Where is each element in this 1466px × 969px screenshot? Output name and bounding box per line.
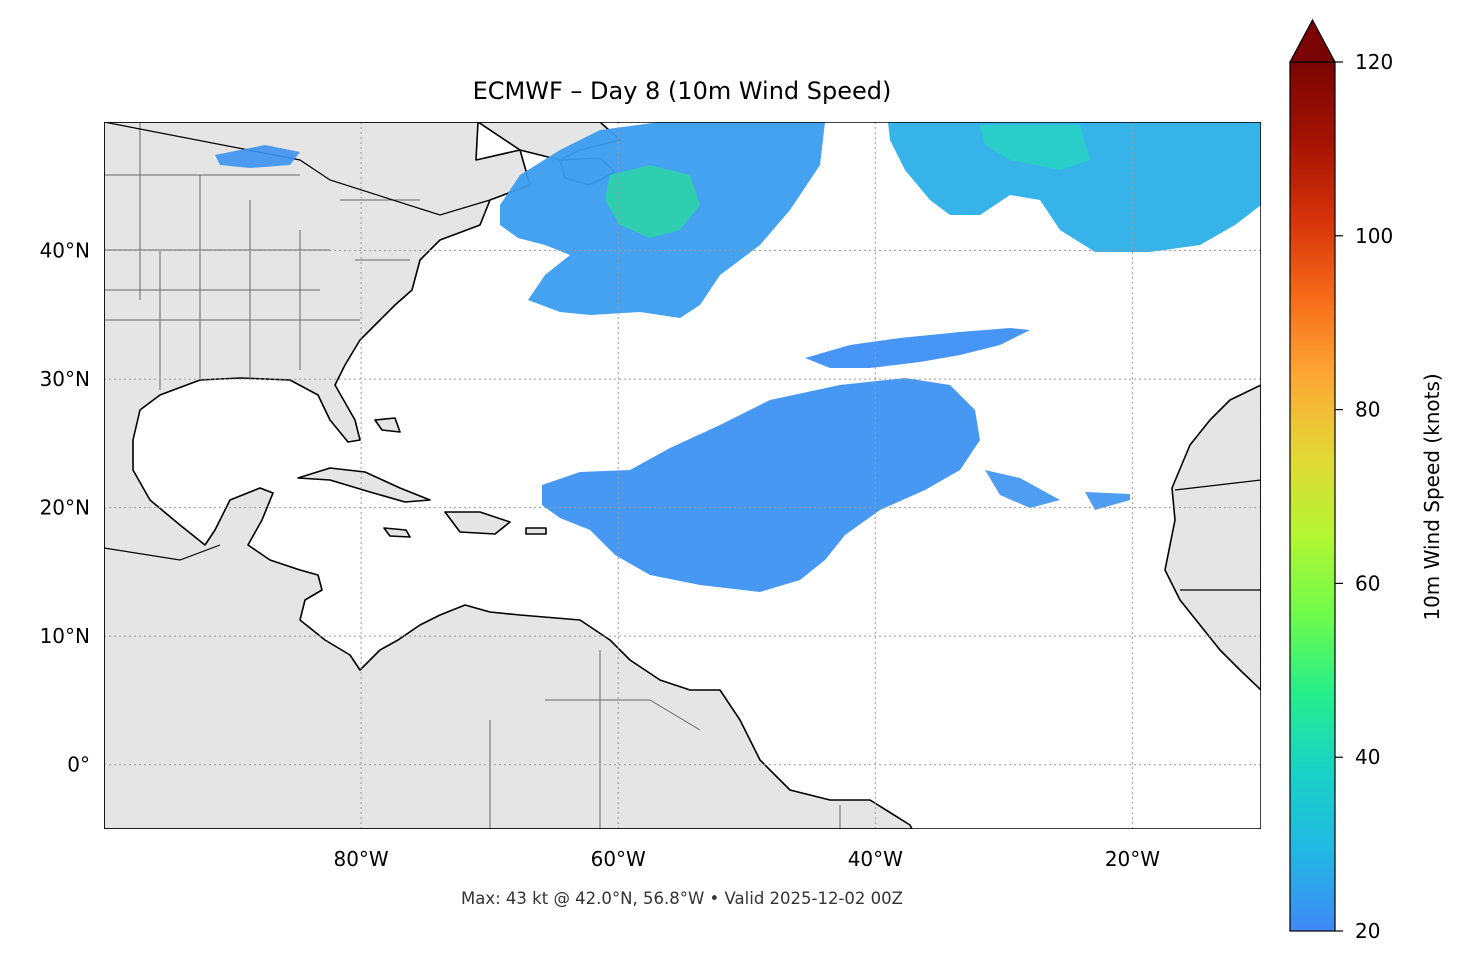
wind-region-nw-atlantic-core: [605, 165, 700, 238]
lon-tick-label: 20°W: [1105, 847, 1160, 871]
land-layer: [104, 122, 1261, 829]
wind-region-subtropical-band: [805, 328, 1030, 368]
lat-tick-label: 40°N: [40, 239, 90, 263]
hispaniola-land: [444, 511, 511, 535]
country-borders: [104, 122, 1261, 591]
africa-land: [1164, 384, 1261, 691]
footer-caption: Max: 43 kt @ 42.0°N, 56.8°W • Valid 2025…: [461, 889, 903, 908]
lat-tick-label: 10°N: [40, 624, 90, 648]
colorbar-ticks: 20 40 60 80 100 120: [1335, 50, 1393, 943]
colorbar-tick-label: 80: [1355, 398, 1380, 422]
colorbar-tick-label: 20: [1355, 919, 1380, 943]
wind-region-trade-belt: [542, 378, 980, 592]
lat-tick-label: 30°N: [40, 367, 90, 391]
longitude-tick-labels: 80°W 60°W 40°W 20°W: [333, 847, 1160, 871]
lon-tick-label: 40°W: [848, 847, 903, 871]
map-title: ECMWF – Day 8 (10m Wind Speed): [473, 77, 892, 105]
wind-field-layer: [215, 122, 1261, 592]
colorbar: 20 40 60 80 100 120 10m Wind Speed (knots): [1288, 18, 1444, 943]
state-borders: [104, 122, 841, 829]
wind-region-trade-belt-fragment: [1085, 492, 1130, 510]
colorbar-body: [1289, 61, 1336, 932]
bahamas-land: [374, 417, 401, 433]
latitude-tick-labels: 40°N 30°N 20°N 10°N 0°: [40, 239, 90, 777]
cuba-land: [297, 467, 431, 503]
colorbar-tick-label: 120: [1355, 50, 1393, 74]
map-panel: [104, 122, 1261, 829]
colorbar-tick-label: 60: [1355, 571, 1380, 595]
wind-region-north-central: [888, 122, 1261, 252]
north-america-land: [104, 122, 913, 829]
colorbar-tick-label: 40: [1355, 745, 1380, 769]
lat-tick-label: 0°: [67, 753, 90, 777]
wind-region-gulf-of-st-lawrence: [215, 145, 300, 168]
colorbar-tick-label: 100: [1355, 224, 1393, 248]
colorbar-extend-max-triangle: [1288, 18, 1337, 63]
wind-region-trade-belt-east: [985, 470, 1060, 508]
jamaica-land: [383, 527, 411, 538]
wind-region-north-central-core: [980, 125, 1090, 170]
colorbar-label: 10m Wind Speed (knots): [1420, 373, 1444, 620]
lon-tick-label: 80°W: [333, 847, 388, 871]
lat-tick-label: 20°N: [40, 496, 90, 520]
puerto-rico-land: [525, 527, 547, 535]
lon-tick-label: 60°W: [591, 847, 646, 871]
